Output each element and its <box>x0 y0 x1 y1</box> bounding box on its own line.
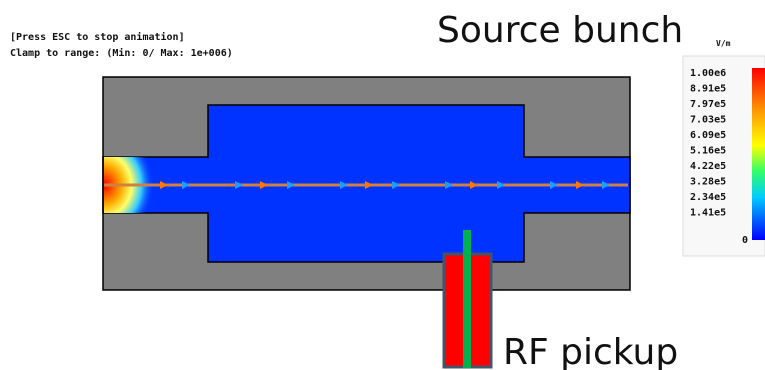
colorbar-label: 5.16e5 <box>690 146 726 157</box>
colorbar-label: 4.22e5 <box>690 161 726 172</box>
header-line: [Press ESC to stop animation] <box>10 31 185 43</box>
colorbar-label: 3.28e5 <box>690 177 726 188</box>
colorbar-label: 0 <box>742 235 748 246</box>
colorbar-label: 6.09e5 <box>690 130 726 141</box>
cavity <box>103 77 630 290</box>
pickup-label: RF pickup <box>503 332 678 370</box>
colorbar-label: 7.03e5 <box>690 115 726 126</box>
colorbar-unit: V/m <box>716 39 731 48</box>
colorbar-label: 7.97e5 <box>690 99 726 110</box>
header-line: Clamp to range: (Min: 0/ Max: 1e+006) <box>10 47 233 59</box>
title: Source bunch <box>437 10 683 51</box>
colorbar-label: 1.00e6 <box>690 68 726 79</box>
colorbar-label: 8.91e5 <box>690 84 726 95</box>
colorbar-label: 1.41e5 <box>690 208 726 219</box>
colorbar-label: 2.34e5 <box>690 192 726 203</box>
figure: [Press ESC to stop animation] Clamp to r… <box>0 0 765 370</box>
